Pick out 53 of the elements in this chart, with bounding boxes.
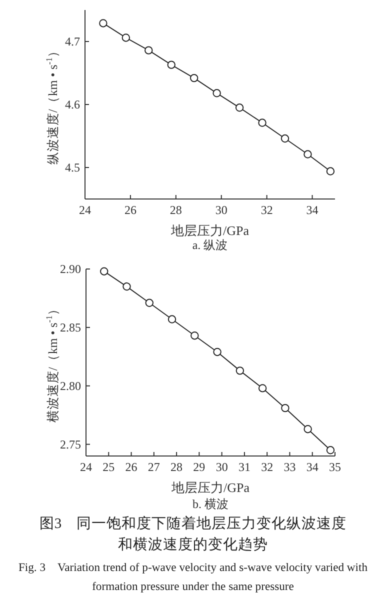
point xyxy=(304,150,312,158)
x-tick-label: 30 xyxy=(215,203,228,217)
x-tick-label: 34 xyxy=(306,203,318,217)
point xyxy=(213,348,222,356)
x-tick-label: 31 xyxy=(238,460,250,474)
point xyxy=(258,384,267,392)
x-tick-label: 24 xyxy=(80,460,92,474)
point xyxy=(167,60,176,69)
x-tick-label: 25 xyxy=(102,460,115,474)
point xyxy=(190,332,199,340)
x-tick-label: 27 xyxy=(148,460,160,474)
point xyxy=(100,267,108,276)
y-tick-label: 4.5 xyxy=(65,160,80,174)
x-tick-label: 24 xyxy=(79,203,91,217)
point xyxy=(326,167,335,176)
y-tick-label: 2.85 xyxy=(60,320,81,334)
point xyxy=(236,366,244,375)
x-axis-title: 地层压力/GPa xyxy=(170,480,250,495)
point xyxy=(99,19,108,28)
x-tick-label: 32 xyxy=(261,460,274,474)
text: b. 横波 xyxy=(192,497,228,511)
text: a. 纵波 xyxy=(192,238,228,252)
caption: Fig. 3 Variation trend of p-wave velocity and s-wave velocity varied with formation pressure under the same pressure xyxy=(17,560,369,595)
x-tick-label: 34 xyxy=(306,460,318,474)
point xyxy=(326,446,335,454)
point xyxy=(168,315,176,324)
point xyxy=(281,404,290,412)
point xyxy=(258,118,266,127)
point xyxy=(145,298,154,307)
y-tick-label: 2.75 xyxy=(60,437,81,452)
point xyxy=(144,46,153,54)
y-tick-label: 2.80 xyxy=(60,378,81,393)
x-tick-label: 32 xyxy=(260,203,273,217)
y-tick-label: 4.6 xyxy=(65,98,80,112)
caption: 图3 同一饱和度下随着地层压力变化纵波速度和横波速度的变化趋势 xyxy=(38,514,348,555)
x-tick-label: 26 xyxy=(124,203,136,217)
y-tick-label: 2.90 xyxy=(60,262,81,276)
x-tick-label: 29 xyxy=(193,460,206,474)
x-tick-label: 26 xyxy=(125,460,138,474)
x-tick-label: 28 xyxy=(170,460,183,474)
point xyxy=(122,34,130,42)
x-tick-label: 28 xyxy=(170,203,182,217)
x-axis-title: 地层压力/GPa xyxy=(170,223,250,238)
point xyxy=(304,425,312,434)
x-tick-label: 35 xyxy=(329,460,341,474)
point xyxy=(212,89,221,98)
point xyxy=(280,134,290,143)
x-tick-label: 30 xyxy=(216,460,228,474)
point xyxy=(190,74,198,82)
x-tick-label: 33 xyxy=(284,460,296,474)
point xyxy=(122,282,131,291)
point xyxy=(235,104,244,112)
y-tick-label: 4.7 xyxy=(65,34,80,48)
